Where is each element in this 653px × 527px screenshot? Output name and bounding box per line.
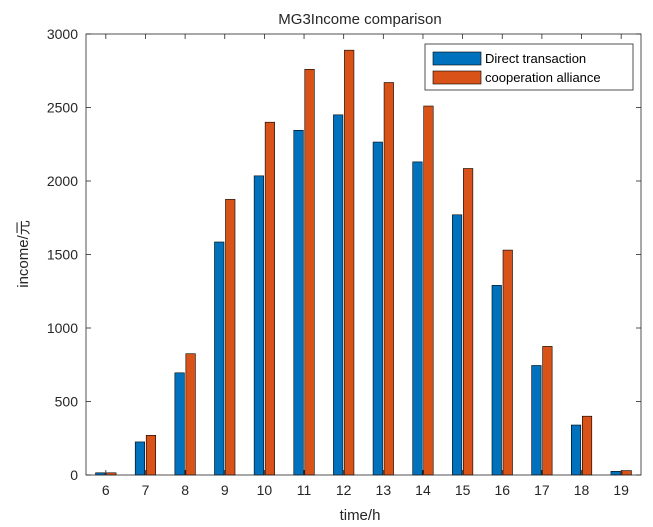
bar-direct-transaction-19 — [610, 471, 621, 476]
bar-direct-transaction-15 — [452, 214, 463, 476]
bar-cooperation-alliance-7 — [145, 435, 157, 476]
bar-cooperation-alliance-17 — [542, 346, 553, 476]
y-tick-label: 3000 — [47, 26, 78, 42]
bar-direct-transaction-12 — [333, 114, 344, 476]
legend-swatch-direct-transaction — [432, 51, 482, 66]
x-tick-label: 14 — [415, 482, 431, 498]
bar-cooperation-alliance-12 — [344, 49, 355, 476]
x-tick-label: 8 — [181, 482, 189, 498]
bar-direct-transaction-13 — [372, 141, 383, 476]
bar-direct-transaction-11 — [293, 129, 304, 476]
bar-cooperation-alliance-18 — [581, 415, 593, 476]
y-tick-label: 0 — [70, 467, 78, 483]
bar-direct-transaction-10 — [253, 175, 264, 476]
bar-direct-transaction-14 — [412, 161, 423, 476]
x-tick-label: 7 — [142, 482, 150, 498]
y-tick-label: 1000 — [47, 320, 78, 336]
ticks-group: 0 500 1000 1500 2000 2500 3000 6 7 8 9 10 11 12 13 14 15… — [47, 26, 641, 498]
y-tick-label: 1500 — [47, 247, 78, 263]
y-axis-title: income/元 — [15, 220, 32, 288]
x-tick-label: 19 — [613, 482, 629, 498]
bar-direct-transaction-7 — [134, 441, 146, 476]
x-tick-label: 10 — [257, 482, 273, 498]
bar-cooperation-alliance-14 — [423, 105, 434, 476]
legend-label-direct-transaction: Direct transaction — [485, 51, 586, 66]
bar-cooperation-alliance-9 — [225, 199, 236, 476]
y-tick-label: 500 — [55, 394, 79, 410]
bar-cooperation-alliance-8 — [185, 353, 196, 476]
bar-cooperation-alliance-15 — [463, 168, 474, 476]
x-tick-label: 11 — [297, 482, 312, 498]
bars-group — [95, 49, 632, 476]
x-tick-label: 9 — [221, 482, 229, 498]
x-axis-title: time/h — [340, 507, 381, 524]
bar-direct-transaction-9 — [214, 241, 225, 476]
x-tick-label: 15 — [455, 482, 471, 498]
legend-label-cooperation-alliance: cooperation alliance — [485, 70, 601, 85]
x-tick-label: 16 — [494, 482, 510, 498]
bar-direct-transaction-17 — [531, 365, 542, 476]
x-tick-label: 17 — [534, 482, 550, 498]
y-tick-label: 2000 — [47, 173, 78, 189]
bar-cooperation-alliance-19 — [621, 470, 632, 476]
chart-title: MG3Income comparison — [278, 11, 441, 28]
bar-direct-transaction-18 — [570, 424, 582, 476]
bar-direct-transaction-16 — [491, 285, 502, 476]
y-tick-label: 2500 — [47, 100, 78, 116]
x-tick-label: 6 — [102, 482, 110, 498]
x-tick-label: 13 — [376, 482, 392, 498]
bar-direct-transaction-8 — [174, 372, 185, 476]
plot-area — [86, 34, 641, 475]
bar-cooperation-alliance-16 — [502, 249, 513, 476]
bar-cooperation-alliance-13 — [383, 82, 394, 476]
bar-cooperation-alliance-11 — [304, 68, 315, 476]
legend-swatch-cooperation-alliance — [432, 70, 482, 85]
x-tick-label: 12 — [336, 482, 352, 498]
legend: Direct transaction cooperation alliance — [424, 43, 634, 91]
x-tick-label: 18 — [574, 482, 590, 498]
bar-cooperation-alliance-10 — [264, 121, 275, 476]
